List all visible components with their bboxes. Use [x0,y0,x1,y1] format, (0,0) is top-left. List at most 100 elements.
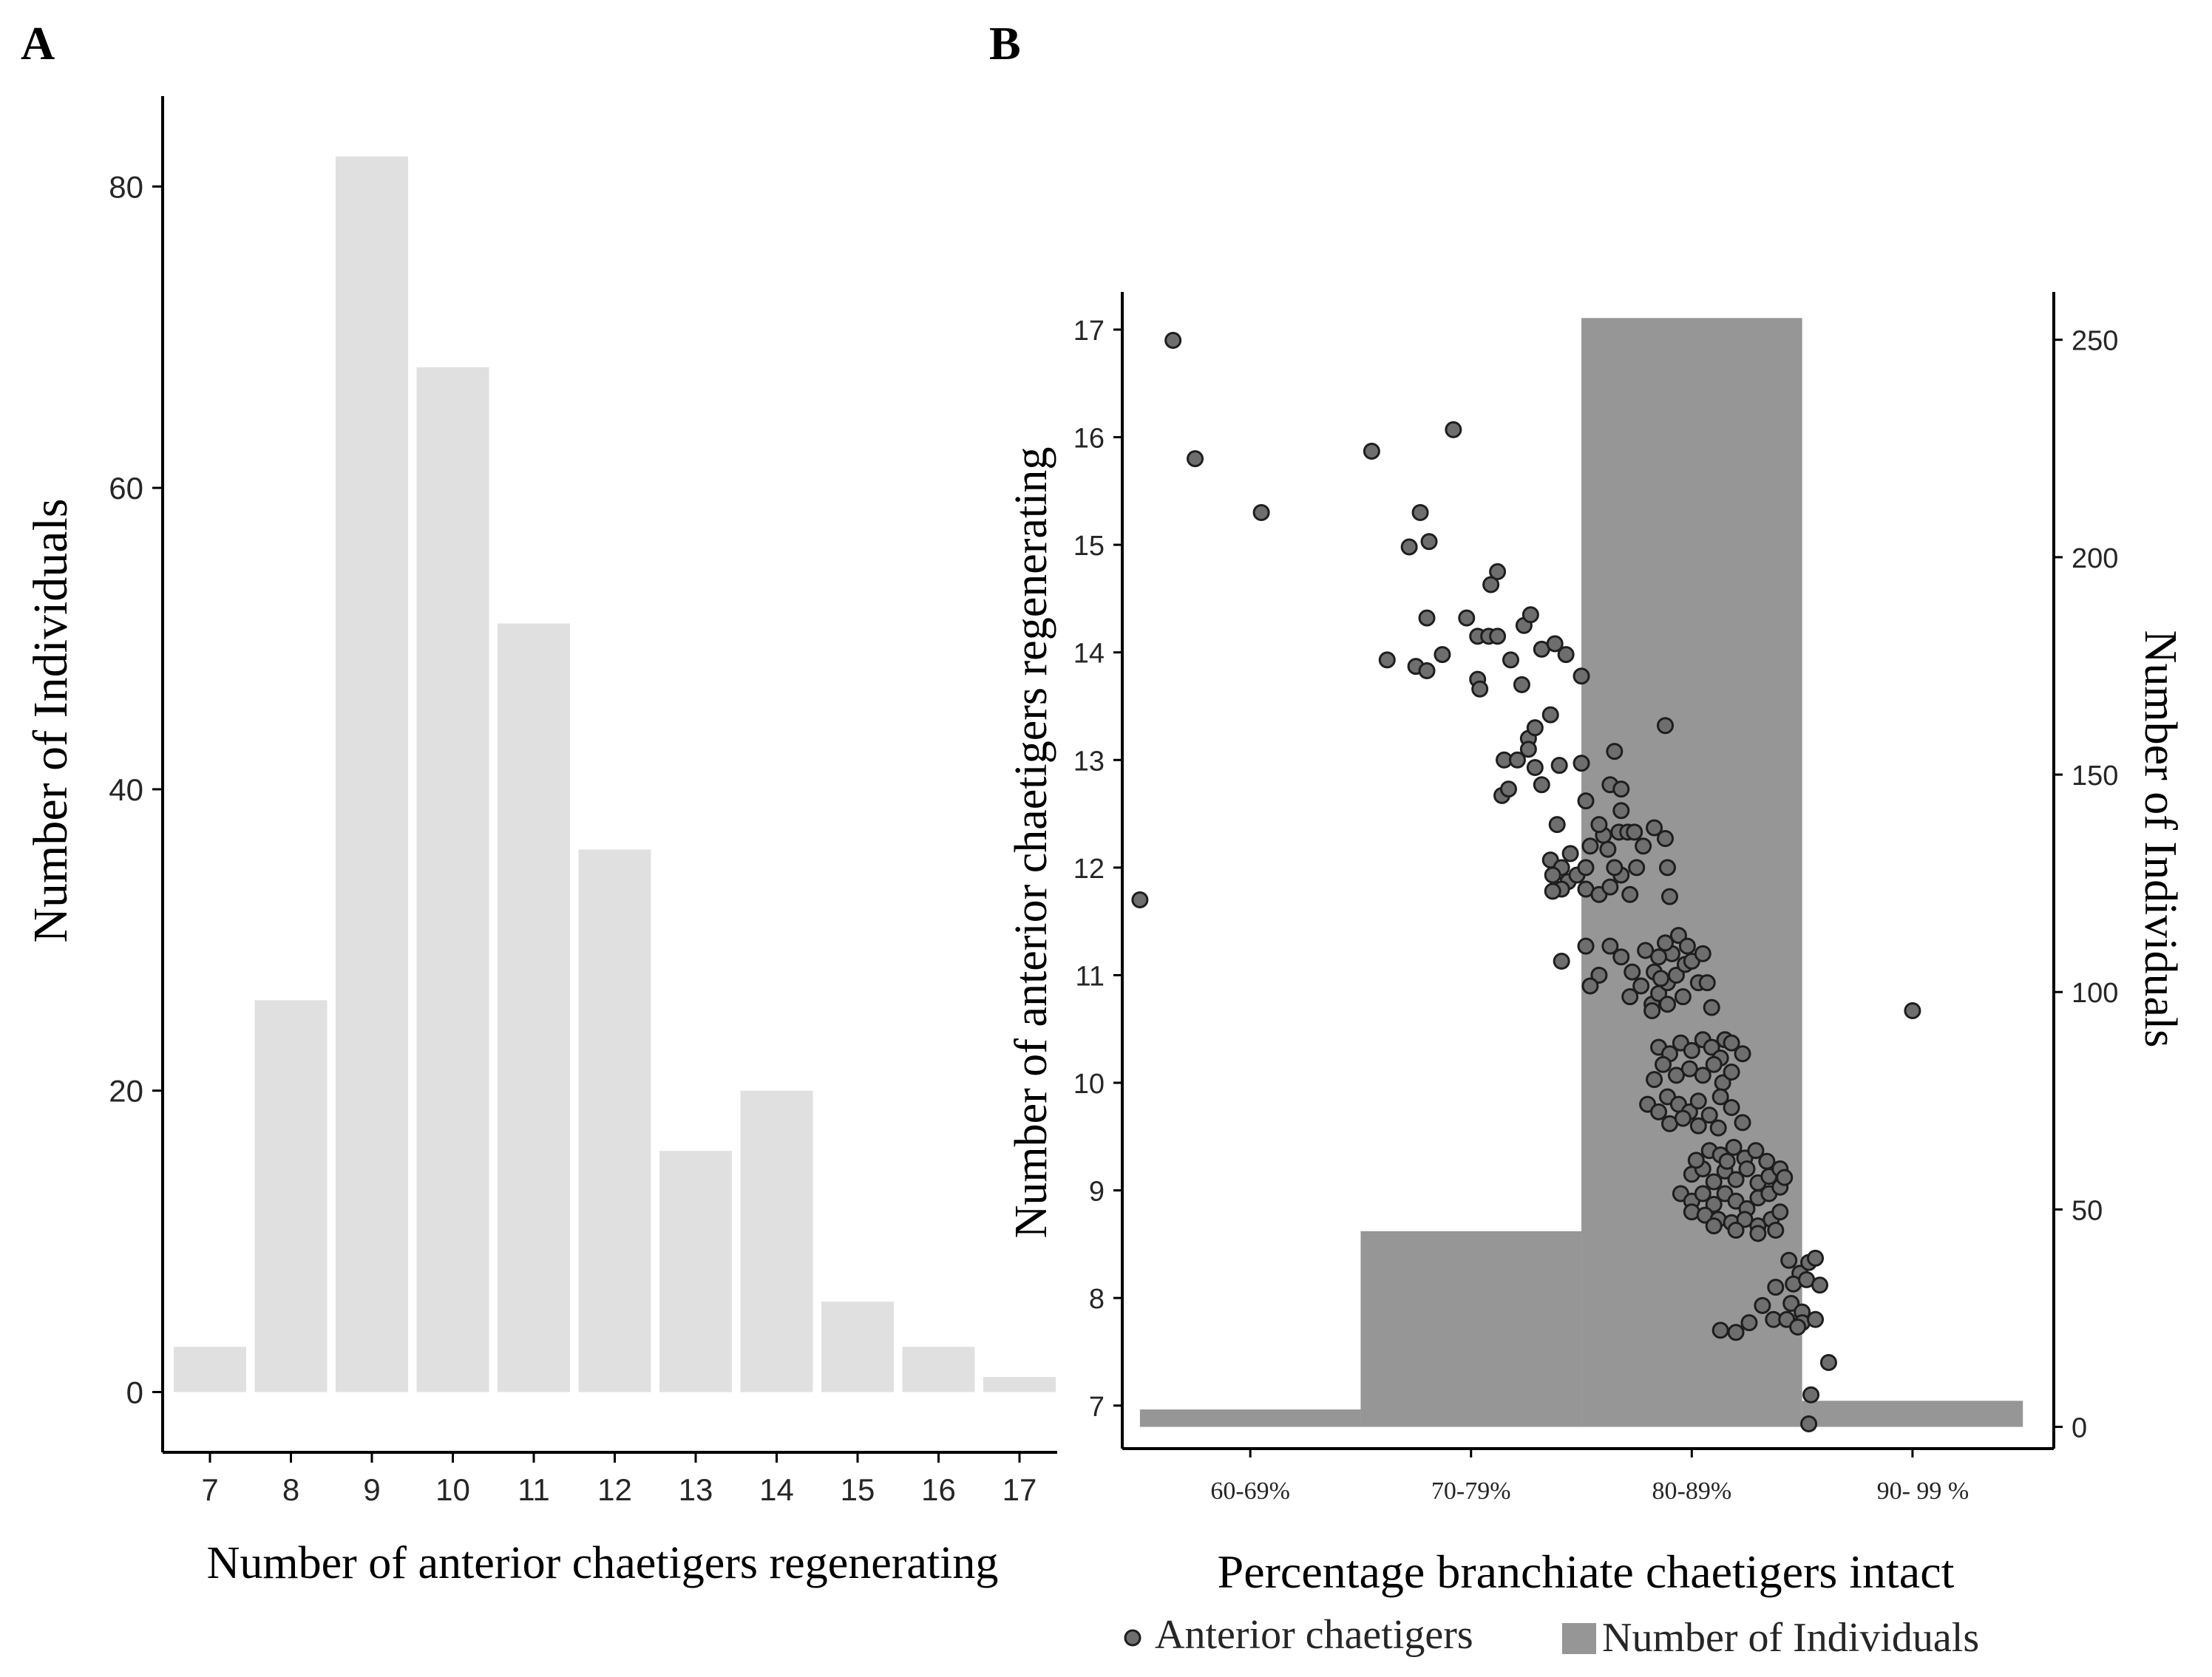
panel-b-point [1725,1138,1743,1156]
panel-a-bar [740,1090,813,1392]
panel-b-right-y-tick-label: 50 [2072,1195,2103,1226]
panel-b-point [1723,1034,1740,1052]
panel-a-x-tick-label: 15 [841,1472,875,1507]
panel-b-point [1526,719,1544,737]
panel-a-label: A [21,17,55,69]
panel-b-left-y-tick-label: 7 [1089,1392,1105,1423]
panel-b-point [1727,1324,1745,1341]
panel-b-left-y-tick-label: 13 [1073,746,1105,777]
panel-b-point [1660,888,1678,905]
panel-b-point [1500,780,1518,798]
panel-b-point [1674,988,1692,1006]
panel-b-point [1669,927,1687,945]
panel-a-x-tick-label: 10 [435,1472,470,1507]
panel-b-point [1709,1119,1727,1137]
panel-a-y-tick-label: 80 [109,169,143,204]
panel-b-point [1612,780,1630,798]
panel-b-point [1489,563,1507,581]
panel-b-point [1646,819,1663,837]
panel-b-point [1723,1099,1740,1117]
panel-b-point [1683,1041,1700,1059]
panel-b-point [1705,1196,1723,1214]
panel-b-right-y-tick-label: 250 [2072,326,2118,357]
panel-a-bar [498,623,570,1392]
panel-b-point [1573,755,1590,772]
panel-b-point [1703,999,1720,1016]
panel-b-point [1471,680,1489,698]
panel-b-point [1680,1060,1698,1078]
panel-b-point [1749,1225,1767,1242]
panel-b-point [1734,1114,1751,1132]
panel-b-point [1800,1415,1818,1433]
panel-b-point [1521,606,1539,624]
panel-a-bar [416,367,489,1392]
panel-a-bar [659,1151,732,1392]
panel-b-point [1599,840,1617,858]
panel-b-point [1727,1171,1745,1188]
panel-b-point [1164,332,1182,350]
panel-b-point [1550,757,1568,775]
panel-a-x-tick-label: 16 [921,1472,956,1507]
panel-b-point [1612,948,1630,966]
panel-b-point [1767,1279,1785,1296]
panel-a-axes [161,96,1057,1454]
panel-a-x-tick-label: 17 [1002,1472,1037,1507]
panel-b-point [1723,1063,1740,1081]
panel-b-point [1650,948,1668,966]
panel-b-point [1789,1318,1807,1336]
panel-b-left-y-tick-label: 8 [1089,1284,1105,1315]
panel-a-x-axis-title: Number of anterior chaetigers regenerati… [207,1538,999,1588]
panel-b-point [1740,1314,1758,1332]
panel-b-point [1667,966,1685,984]
panel-a-y-axis-title: Number of Individuals [24,498,78,942]
panel-b-point [1573,667,1590,685]
panel-b: B 7 8 9 10 11 12 13 14 15 16 17 0 50 100 150 200 250 60… [989,17,2185,1661]
panel-b-point [1738,1160,1756,1177]
panel-b-left-y-tick-label: 15 [1073,531,1105,562]
panel-a-x-tick-label: 14 [759,1472,794,1507]
panel-b-point [1601,878,1619,896]
panel-b-point [1904,1001,1921,1019]
panel-b-point [1689,1092,1707,1110]
panel-b-left-y-tick-label: 12 [1073,854,1105,885]
panel-b-point [1458,609,1476,627]
panel-b-point [1513,676,1530,693]
panel-b-point [1252,503,1270,521]
panel-b-point [1612,802,1630,820]
panel-b-right-y-tick-label: 200 [2072,543,2118,574]
panel-b-point [1533,776,1550,794]
panel-b-point [1489,627,1507,645]
panel-b-point [1780,1251,1798,1269]
panel-b-point [1694,1067,1711,1084]
panel-a-bar [336,156,408,1392]
legend-bar-swatch [1562,1623,1596,1654]
panel-b-point [1628,859,1646,877]
panel-a-x-tick-label: 7 [201,1472,218,1507]
panel-b-y-axis-title: Number of anterior chaetigers regenerati… [1006,447,1056,1239]
panel-b-point [1548,816,1566,834]
panel-b-point [1400,538,1418,556]
panel-b-point [1626,823,1643,841]
panel-b-legend: Anterior chaetigers Number of Individual… [1124,1612,1979,1661]
panel-a-bar [902,1347,975,1392]
panel-b-point [1624,963,1641,981]
panel-b-point [1577,937,1595,955]
panel-a-y-tick-label: 40 [109,772,143,807]
panel-b-point [1557,646,1575,664]
panel-b-point [1705,1217,1723,1235]
panel-b-point [1767,1221,1785,1239]
panel-b-point [1445,421,1462,438]
panel-b-point [1667,1067,1685,1084]
panel-b-point [1734,1045,1751,1063]
panel-a-x-tick-label: 11 [518,1472,550,1507]
panel-b-left-y-tick-label: 16 [1073,423,1105,455]
panel-b-point [1544,866,1561,884]
panel-b-point [1420,533,1438,551]
panel-b-point [1606,859,1624,877]
panel-b-point [1621,885,1639,903]
panel-b-axes [1121,292,2055,1450]
panel-b-point [1703,1038,1720,1056]
panel-b-point [1802,1386,1820,1404]
panel-b-point [1698,974,1716,992]
panel-b-point [1544,882,1561,900]
